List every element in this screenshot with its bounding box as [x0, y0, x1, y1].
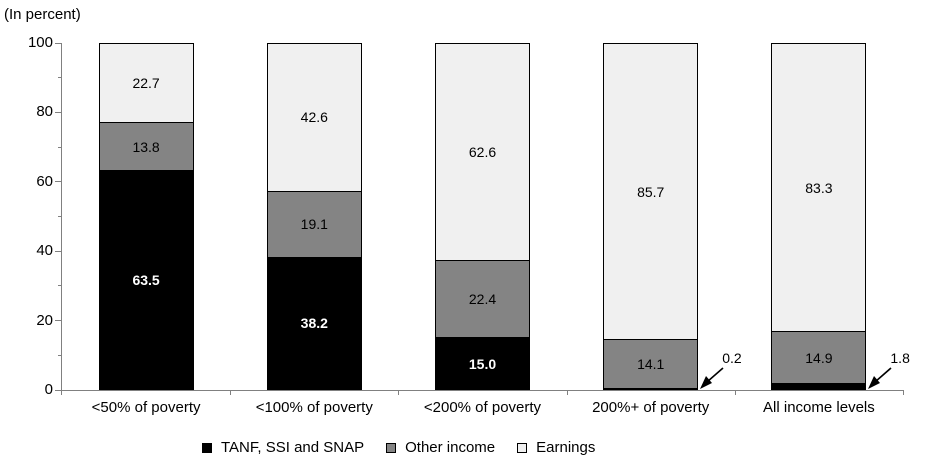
annotation-arrow-icon [700, 367, 724, 389]
bar-value-label: 85.7 [637, 183, 665, 200]
x-axis-tick [230, 390, 232, 395]
bar-value-label: 14.9 [805, 349, 833, 366]
x-category-label: <100% of poverty [255, 399, 373, 416]
y-tick-label: 0 [44, 381, 53, 398]
x-axis-line [62, 390, 903, 391]
y-major-tick [55, 320, 62, 322]
y-tick-label: 60 [36, 172, 53, 190]
annotation-arrow-icon [868, 367, 892, 389]
bar-value-label: 22.4 [468, 291, 497, 308]
y-major-tick [55, 111, 62, 113]
y-tick-label: 80 [36, 103, 53, 121]
x-category-label: <50% of poverty [91, 399, 201, 416]
bar-segment: 22.7 [99, 44, 193, 123]
bar-value-label: 19.1 [300, 216, 328, 233]
y-tick-label: 40 [36, 242, 53, 260]
legend-item-tanf: TANF, SSI and SNAP [202, 439, 364, 456]
bar-segment: 38.2 [267, 256, 361, 389]
legend-label-earnings: Earnings [536, 439, 596, 456]
bar-value-label: 13.8 [132, 138, 160, 155]
legend-label-other-income: Other income [405, 439, 496, 456]
bar-segment: 83.3 [772, 44, 866, 332]
y-major-tick [55, 42, 62, 44]
y-major-tick [55, 389, 62, 391]
bar-segment: 14.1 [604, 339, 698, 388]
y-minor-tick [58, 146, 62, 148]
bar-value-label: 83.3 [805, 179, 833, 196]
bar-value-label: 22.7 [132, 75, 160, 92]
y-minor-tick [58, 354, 62, 356]
legend: TANF, SSI and SNAP Other income Earnings [202, 439, 617, 456]
x-axis-tick [734, 390, 736, 395]
x-category-label: All income levels [763, 399, 875, 416]
annotation-value-label: 1.8 [890, 350, 910, 366]
x-category-label: <200% of poverty [423, 399, 542, 416]
axis-unit-label: (In percent) [4, 6, 81, 23]
bar-value-label: 63.5 [132, 271, 160, 288]
bar-value-label: 38.2 [300, 315, 328, 332]
bar-segment: 22.4 [436, 259, 529, 338]
bar-segment: 13.8 [99, 122, 193, 170]
x-axis-tick [398, 390, 400, 395]
y-major-tick [55, 181, 62, 183]
plot-area: 22.7 13.8 63.5 42.6 19.1 38.2 62.6 22.4 15.0 85.7… [62, 43, 903, 390]
y-tick-label: 20 [36, 311, 53, 329]
bar-segment: 14.9 [772, 331, 866, 383]
bar-segment [772, 382, 866, 389]
x-axis-tick [903, 390, 904, 395]
bar-segment: 42.6 [267, 44, 361, 191]
bar-value-label: 15.0 [468, 355, 497, 372]
bar-1: 22.7 13.8 63.5 [98, 43, 194, 390]
legend-label-tanf: TANF, SSI and SNAP [221, 439, 365, 456]
x-axis-tick [566, 390, 568, 395]
y-minor-tick [58, 285, 62, 287]
legend-swatch-other-income [386, 442, 397, 453]
bar-segment: 62.6 [436, 44, 529, 260]
bar-segment: 63.5 [99, 169, 193, 389]
bar-value-label: 62.6 [468, 143, 497, 160]
bar-3: 62.6 22.4 15.0 [435, 43, 530, 390]
legend-item-earnings: Earnings [517, 439, 595, 456]
bar-segment [604, 388, 698, 389]
y-tick-label: 100 [27, 34, 53, 51]
bar-segment: 15.0 [436, 337, 529, 389]
legend-item-other-income: Other income [386, 439, 495, 456]
annotation-value-label: 0.2 [722, 350, 742, 366]
y-minor-tick [58, 77, 62, 79]
bar-2: 42.6 19.1 38.2 [266, 43, 362, 390]
bar-value-label: 14.1 [637, 356, 665, 373]
bar-5: 83.3 14.9 [771, 43, 867, 390]
x-category-label: 200%+ of poverty [592, 399, 710, 416]
legend-swatch-earnings [517, 442, 528, 453]
y-major-tick [55, 250, 62, 252]
bar-value-label: 42.6 [300, 109, 328, 126]
y-axis-line [61, 43, 62, 395]
bar-4: 85.7 14.1 [603, 43, 699, 390]
y-minor-tick [58, 216, 62, 217]
bar-segment: 85.7 [604, 44, 698, 340]
bar-segment: 19.1 [267, 190, 361, 257]
legend-swatch-tanf [202, 442, 212, 453]
